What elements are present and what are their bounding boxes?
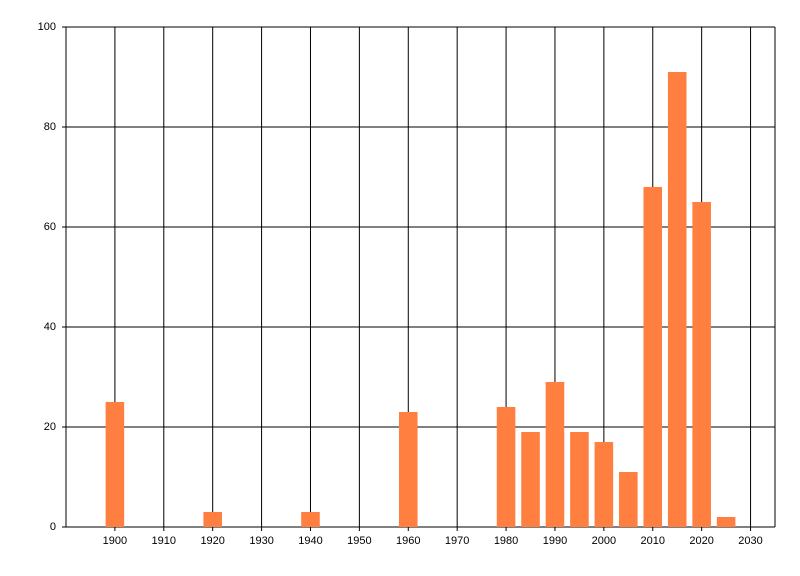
y-tick-label: 60 <box>44 221 56 233</box>
bar <box>619 472 638 527</box>
bar <box>398 412 418 527</box>
bar <box>692 202 711 527</box>
y-tick-label: 80 <box>44 121 56 133</box>
x-tick-label: 1930 <box>249 535 273 547</box>
y-tick-label: 40 <box>44 321 56 333</box>
x-tick-label: 1950 <box>347 535 371 547</box>
x-tick-label: 1970 <box>445 535 469 547</box>
x-tick-label: 2000 <box>592 535 616 547</box>
x-tick-label: 2010 <box>641 535 665 547</box>
bar <box>570 432 589 527</box>
bar <box>203 512 222 527</box>
x-tick-label: 1980 <box>494 535 518 547</box>
bar <box>521 432 540 527</box>
x-tick-label: 1940 <box>298 535 322 547</box>
y-tick-label: 0 <box>50 521 56 533</box>
x-tick-label: 2020 <box>689 535 713 547</box>
y-tick-label: 20 <box>44 421 56 433</box>
bar <box>496 407 516 527</box>
x-tick-label: 1900 <box>103 535 127 547</box>
bar <box>301 512 320 527</box>
x-tick-label: 1920 <box>200 535 224 547</box>
bar <box>594 442 614 527</box>
bar <box>667 72 687 527</box>
bar <box>545 382 565 527</box>
bar <box>105 402 125 527</box>
x-tick-label: 2030 <box>738 535 762 547</box>
bar <box>716 517 736 527</box>
bar <box>643 187 663 527</box>
x-tick-label: 1990 <box>543 535 567 547</box>
y-tick-label: 100 <box>38 21 56 33</box>
x-tick-label: 1910 <box>152 535 176 547</box>
x-tick-label: 1960 <box>396 535 420 547</box>
